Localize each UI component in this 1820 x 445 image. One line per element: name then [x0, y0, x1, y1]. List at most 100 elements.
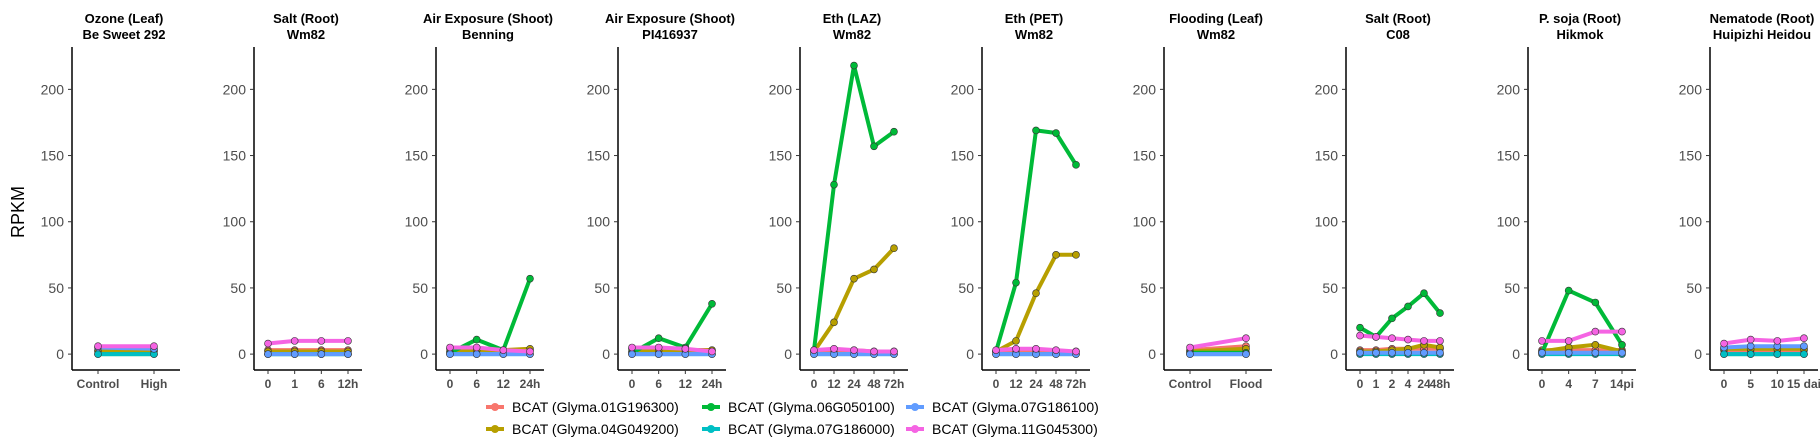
y-tick-label: 100 — [1497, 214, 1521, 230]
x-tick-label: Control — [77, 377, 120, 391]
y-tick-label: 0 — [1330, 346, 1338, 362]
x-tick-label: 0 — [447, 377, 454, 391]
x-tick-label: 0 — [1721, 377, 1728, 391]
y-tick-label: 100 — [223, 214, 247, 230]
data-point-Glyma.04G049200 — [1591, 341, 1600, 349]
data-point-Glyma.11G045300 — [830, 345, 838, 353]
x-tick-label: 2 — [1389, 377, 1396, 391]
y-tick-label: 50 — [776, 280, 792, 296]
x-tick-label: 1 — [1373, 377, 1380, 391]
panel-title-line1: Eth (PET) — [1005, 11, 1064, 26]
x-tick-label: 6 — [655, 377, 662, 391]
data-point-Glyma.11G045300 — [1436, 337, 1444, 345]
y-tick-label: 200 — [223, 81, 247, 97]
series-line-Glyma.06G050100 — [1358, 291, 1442, 339]
x-tick-label: High — [141, 377, 168, 391]
series-line-Glyma.11G045300 — [1540, 329, 1624, 343]
data-point-Glyma.11G045300 — [1012, 345, 1020, 353]
data-point-Glyma.06G050100 — [1591, 298, 1600, 307]
y-tick-label: 0 — [602, 346, 610, 362]
y-tick-label: 50 — [594, 280, 610, 296]
y-tick-label: 50 — [230, 280, 246, 296]
data-point-Glyma.11G045300 — [1538, 337, 1546, 345]
legend-label: BCAT (Glyma.06G050100) — [728, 399, 895, 415]
data-point-Glyma.04G049200 — [1032, 289, 1040, 298]
data-point-Glyma.11G045300 — [1186, 343, 1194, 352]
data-point-Glyma.06G050100 — [1564, 286, 1573, 295]
x-tick-label: 24 — [1029, 377, 1043, 391]
x-tick-label: 12 — [1009, 377, 1023, 391]
y-tick-label: 100 — [405, 214, 429, 230]
data-point-Glyma.11G045300 — [1072, 347, 1080, 356]
data-point-Glyma.11G045300 — [150, 342, 158, 350]
y-tick-label: 200 — [1315, 81, 1339, 97]
series-line-Glyma.06G050100 — [994, 128, 1078, 354]
panel-10: Nematode (Root)Huipizhi Heidou0501001502… — [1679, 11, 1820, 391]
data-point-Glyma.11G045300 — [992, 346, 1000, 354]
panel-4: Air Exposure (Shoot)PI416937 0 50 100 150 200… — [587, 11, 735, 391]
series-line-Glyma.11G045300 — [1188, 336, 1248, 350]
data-point-Glyma.06G050100 — [1012, 278, 1020, 287]
panel-title-line2: C08 — [1386, 27, 1410, 42]
y-tick-label: 50 — [1504, 280, 1520, 296]
x-tick-label: 0 — [993, 377, 1000, 391]
panel-title-line1: P. soja (Root) — [1539, 11, 1621, 26]
panel-3: Air Exposure (Shoot)Benning 0 50 100 150 200 0… — [405, 11, 553, 391]
data-point-Glyma.11G045300 — [810, 346, 818, 354]
data-point-Glyma.11G045300 — [264, 339, 272, 348]
panel-title-line1: Flooding (Leaf) — [1169, 11, 1263, 26]
series-line-Glyma.06G050100 — [812, 63, 896, 353]
data-point-Glyma.07G186100 — [1242, 350, 1250, 358]
x-tick-label: 0 — [1357, 377, 1364, 391]
legend-label: BCAT (Glyma.07G186100) — [932, 399, 1099, 415]
y-tick-label: 100 — [951, 214, 975, 230]
data-point-Glyma.07G186100 — [472, 350, 481, 358]
data-point-Glyma.11G045300 — [1404, 335, 1412, 344]
legend-label: BCAT (Glyma.07G186000) — [728, 421, 895, 437]
x-tick-label: Control — [1169, 377, 1212, 391]
legend-item: BCAT (Glyma.06G050100) — [702, 399, 895, 415]
data-point-Glyma.06G050100 — [850, 61, 858, 70]
x-tick-label: 72h — [1066, 377, 1087, 391]
data-point-Glyma.07G186100 — [1800, 342, 1808, 350]
data-point-Glyma.11G045300 — [1564, 337, 1573, 345]
panel-title-line1: Salt (Root) — [1365, 11, 1431, 26]
series-line-Glyma.04G049200 — [1540, 342, 1624, 354]
panel-title-line2: Benning — [462, 27, 514, 42]
x-tick-label: 6 — [473, 377, 480, 391]
y-tick-label: 0 — [420, 346, 428, 362]
data-point-Glyma.11G045300 — [1356, 331, 1364, 340]
x-tick-label: 14pi — [1610, 377, 1634, 391]
data-point-Glyma.06G050100 — [890, 127, 898, 136]
data-point-Glyma.06G050100 — [526, 274, 534, 283]
y-tick-label: 150 — [1497, 148, 1521, 164]
data-point-Glyma.11G045300 — [628, 343, 636, 352]
x-tick-label: 12 — [497, 377, 511, 391]
data-point-Glyma.04G049200 — [1012, 337, 1020, 345]
y-tick-label: 200 — [587, 81, 611, 97]
panel-title-line2: Be Sweet 292 — [82, 27, 165, 42]
data-point-Glyma.07G186000 — [1746, 350, 1755, 358]
legend-swatch-point — [707, 403, 715, 411]
legend-swatch-point — [491, 403, 499, 411]
series-line-Glyma.06G050100 — [1540, 288, 1624, 355]
y-tick-label: 100 — [769, 214, 793, 230]
data-point-Glyma.06G050100 — [1356, 323, 1364, 332]
data-point-Glyma.11G045300 — [344, 337, 352, 345]
legend-swatch-point — [707, 425, 715, 433]
data-point-Glyma.04G049200 — [870, 265, 878, 274]
series-line-Glyma.06G050100 — [630, 301, 714, 355]
x-tick-label: 0 — [629, 377, 636, 391]
panel-6: Eth (PET)Wm82 0 50 100 150 200 0 12 24 48 72h — [951, 11, 1090, 391]
x-tick-label: 12 — [679, 377, 693, 391]
data-point-Glyma.07G186100 — [628, 350, 636, 358]
x-tick-label: 12h — [338, 377, 359, 391]
panel-title-line1: Air Exposure (Shoot) — [423, 11, 553, 26]
x-tick-label: 0 — [265, 377, 272, 391]
y-tick-label: 200 — [41, 81, 65, 97]
legend-label: BCAT (Glyma.01G196300) — [512, 399, 679, 415]
data-point-Glyma.11G045300 — [1773, 337, 1782, 345]
data-point-Glyma.07G186100 — [1420, 348, 1428, 357]
data-point-Glyma.11G045300 — [1388, 334, 1396, 343]
legend-item: BCAT (Glyma.07G186000) — [702, 421, 895, 437]
